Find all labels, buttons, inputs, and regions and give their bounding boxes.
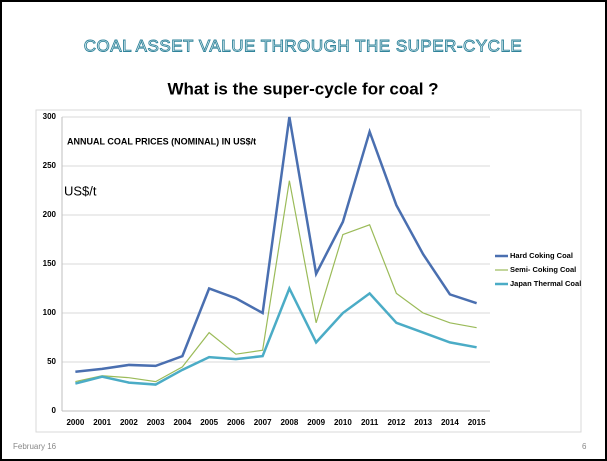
y-tick-label: 150 — [43, 259, 57, 268]
slide-title: COAL ASSET VALUE THROUGH THE SUPER-CYCLE — [84, 36, 523, 55]
y-tick-label: 300 — [43, 112, 57, 121]
x-tick-label: 2000 — [66, 418, 84, 427]
y-tick-label: 250 — [43, 161, 57, 170]
x-tick-label: 2012 — [387, 418, 405, 427]
y-axis-label: US$/t — [64, 183, 97, 198]
legend-label: Hard Coking Coal — [510, 251, 573, 260]
legend-label: Semi- Coking Coal — [510, 265, 576, 274]
line-series — [75, 116, 478, 374]
x-tick-label: 2007 — [254, 418, 272, 427]
x-tick-label: 2011 — [361, 418, 379, 427]
y-tick-label: 200 — [43, 210, 57, 219]
line-series — [75, 285, 477, 386]
page-number: 6 — [582, 442, 587, 451]
x-tick-label: 2010 — [334, 418, 352, 427]
x-tick-label: 2002 — [120, 418, 138, 427]
chart-frame — [35, 109, 582, 433]
legend-label: Japan Thermal Coal — [510, 279, 581, 288]
chart-title: ANNUAL COAL PRICES (NOMINAL) IN US$/t — [67, 136, 256, 146]
x-tick-label: 2004 — [173, 418, 191, 427]
x-tick-label: 2005 — [200, 418, 218, 427]
x-tick-label: 2003 — [147, 418, 165, 427]
x-tick-label: 2014 — [441, 418, 459, 427]
y-tick-label: 100 — [43, 308, 57, 317]
x-tick-label: 2001 — [93, 418, 111, 427]
y-tick-label: 0 — [52, 406, 57, 415]
line-series — [75, 180, 477, 383]
x-tick-label: 2015 — [468, 418, 486, 427]
x-tick-label: 2013 — [414, 418, 432, 427]
y-tick-label: 50 — [47, 357, 56, 366]
x-tick-label: 2006 — [227, 418, 245, 427]
footer-date: February 16 — [13, 442, 57, 451]
x-tick-label: 2008 — [280, 418, 298, 427]
subtitle: What is the super-cycle for coal ? — [167, 79, 438, 98]
x-tick-label: 2009 — [307, 418, 325, 427]
